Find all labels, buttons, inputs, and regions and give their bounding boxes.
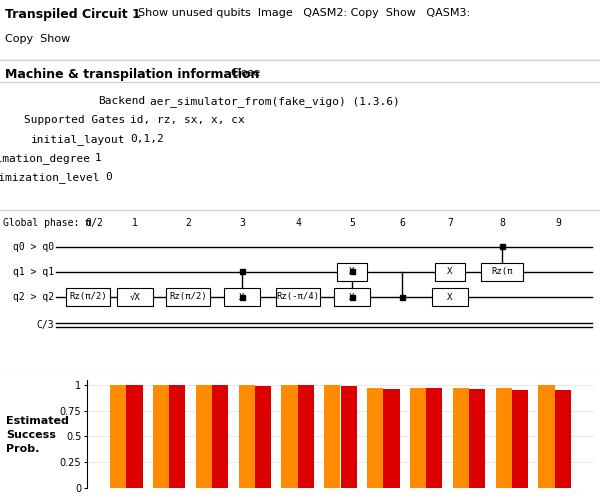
Text: Transpiled Circuit 1: Transpiled Circuit 1 — [5, 8, 141, 21]
Bar — [469, 389, 485, 488]
Text: Machine & transpilation information: Machine & transpilation information — [5, 68, 259, 81]
Text: 0,1,2: 0,1,2 — [130, 134, 164, 144]
Bar — [499, 244, 505, 250]
Text: 7: 7 — [447, 218, 453, 228]
Text: 5: 5 — [349, 218, 355, 228]
Text: Global phase: π/2: Global phase: π/2 — [3, 218, 103, 228]
Bar — [66, 288, 110, 306]
Text: 1: 1 — [132, 218, 138, 228]
Text: X: X — [448, 292, 452, 302]
Text: Estimated
Success
Prob.: Estimated Success Prob. — [6, 416, 69, 454]
Bar — [255, 386, 271, 488]
Text: 2: 2 — [185, 218, 191, 228]
Bar — [383, 389, 400, 488]
Bar — [153, 385, 169, 488]
Bar — [367, 388, 383, 488]
Text: X: X — [349, 268, 355, 276]
Bar — [426, 388, 442, 488]
Text: X: X — [448, 268, 452, 276]
Text: q1 > q1: q1 > q1 — [13, 267, 54, 277]
Bar — [239, 270, 245, 274]
Bar — [298, 385, 314, 488]
Text: q2 > q2: q2 > q2 — [13, 292, 54, 302]
Text: Rz(π/2): Rz(π/2) — [169, 292, 207, 302]
Bar — [410, 388, 426, 488]
Text: optimization_level: optimization_level — [0, 172, 100, 183]
Bar — [169, 385, 185, 488]
Bar — [349, 270, 355, 274]
Bar — [512, 390, 528, 488]
Text: 6: 6 — [399, 218, 405, 228]
Text: id, rz, sx, x, cx: id, rz, sx, x, cx — [130, 115, 245, 125]
Bar — [110, 385, 127, 488]
Bar — [127, 385, 143, 488]
Text: initial_layout: initial_layout — [31, 134, 125, 145]
Bar — [432, 288, 468, 306]
Bar — [239, 385, 255, 488]
Text: 9: 9 — [555, 218, 561, 228]
Bar — [212, 385, 228, 488]
Bar — [239, 294, 245, 300]
Bar — [337, 263, 367, 281]
Text: 8: 8 — [499, 218, 505, 228]
Text: Supported Gates: Supported Gates — [24, 115, 125, 125]
Text: 0: 0 — [105, 172, 112, 182]
Text: 3: 3 — [239, 218, 245, 228]
Text: Backend: Backend — [98, 96, 145, 106]
Bar — [341, 386, 357, 488]
Text: Rz(π: Rz(π — [491, 268, 513, 276]
Bar — [166, 288, 210, 306]
Text: aer_simulator_from(fake_vigo) (1.3.6): aer_simulator_from(fake_vigo) (1.3.6) — [150, 96, 400, 107]
Text: X: X — [239, 292, 245, 302]
Text: X: X — [349, 292, 355, 302]
Bar — [496, 388, 512, 488]
Bar — [453, 388, 469, 488]
Bar — [538, 385, 554, 488]
Text: q0 > q0: q0 > q0 — [13, 242, 54, 252]
Bar — [276, 288, 320, 306]
Text: Show unused qubits  Image   QASM2: Copy  Show   QASM3:: Show unused qubits Image QASM2: Copy Sho… — [138, 8, 470, 18]
Text: C/3: C/3 — [37, 320, 54, 330]
Bar — [117, 288, 153, 306]
Text: Rz(-π/4): Rz(-π/4) — [277, 292, 320, 302]
Text: 0: 0 — [85, 218, 91, 228]
Bar — [349, 294, 355, 300]
Bar — [334, 288, 370, 306]
Text: 4: 4 — [295, 218, 301, 228]
Text: Close: Close — [230, 68, 260, 78]
Text: Rz(π/2): Rz(π/2) — [69, 292, 107, 302]
Bar — [435, 263, 465, 281]
Bar — [196, 385, 212, 488]
Bar — [224, 288, 260, 306]
Bar — [554, 390, 571, 488]
Bar — [400, 294, 404, 300]
Bar — [281, 385, 298, 488]
Text: 1: 1 — [95, 153, 102, 163]
Text: approximation_degree: approximation_degree — [0, 153, 90, 164]
Text: Copy  Show: Copy Show — [5, 34, 70, 44]
Bar — [324, 385, 340, 488]
Text: √X: √X — [130, 292, 140, 302]
Bar — [481, 263, 523, 281]
